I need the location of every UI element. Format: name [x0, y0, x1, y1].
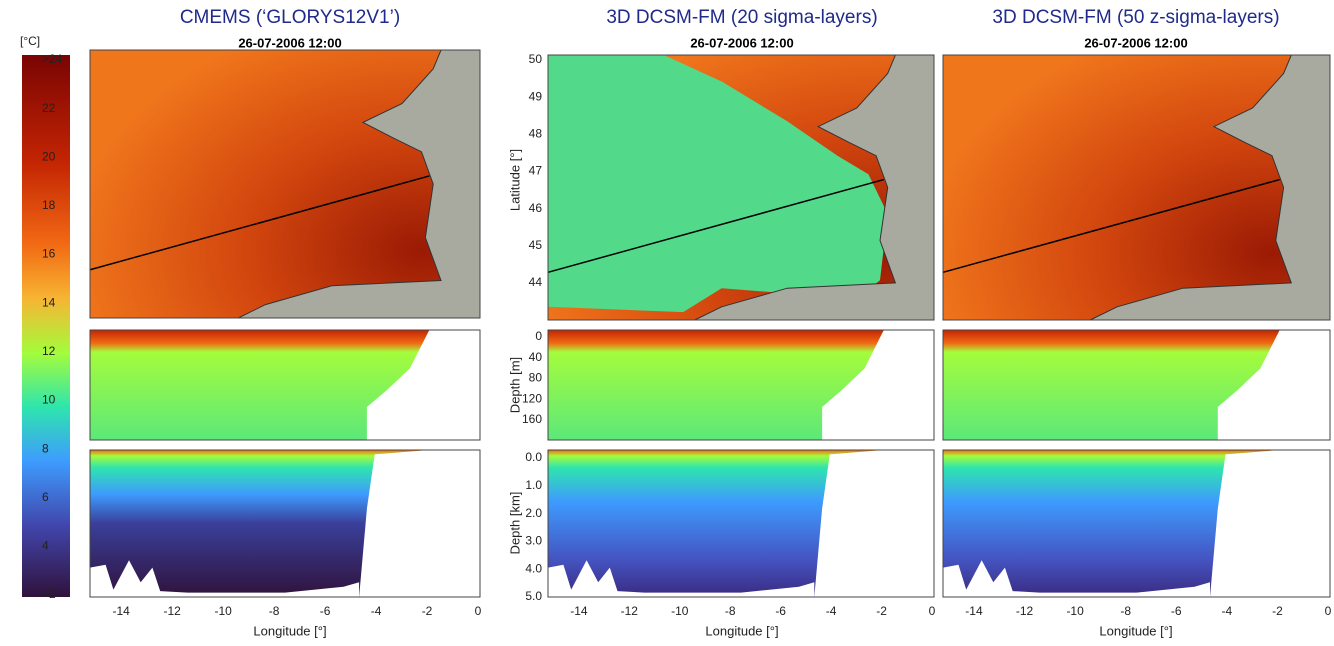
y-axis-label: Latitude [°]: [507, 149, 522, 211]
panel-timestamp: 26-07-2006 12:00: [1084, 35, 1187, 50]
x-tick-label: -10: [1066, 604, 1084, 618]
section-upper-blank: [822, 330, 934, 440]
panel-frame: [89, 329, 481, 441]
transect: [942, 178, 1280, 274]
y-tick-label: 0: [535, 329, 542, 343]
y-tick-label: 44: [529, 275, 543, 289]
seabed: [548, 560, 815, 597]
panel-title: 3D DCSM-FM (20 sigma-layers): [606, 7, 877, 28]
y-tick-label: 3.0: [525, 534, 542, 548]
y-tick-label: 48: [529, 127, 543, 141]
colorbar-tick-label: >24: [42, 52, 63, 66]
section-lower-blank: [814, 450, 934, 597]
section-lower-blank: [359, 450, 480, 597]
x-axis-label: Longitude [°]: [705, 623, 778, 638]
x-tick-label: -10: [671, 604, 689, 618]
colorbar: [22, 55, 70, 597]
x-tick-label: -8: [269, 604, 280, 618]
colorbar-tick-label: <2: [42, 587, 56, 601]
seabed: [90, 560, 360, 597]
y-tick-label: 4.0: [525, 561, 542, 575]
colorbar-tick-label: 8: [42, 441, 49, 455]
y-tick-label: 45: [529, 238, 543, 252]
section-lower-blank: [1210, 450, 1330, 597]
x-tick-label: -12: [163, 604, 181, 618]
x-tick-label: -6: [320, 604, 331, 618]
x-axis-label: Longitude [°]: [253, 623, 326, 638]
panel-title: CMEMS (‘GLORYS12V1’): [180, 7, 400, 28]
x-tick-label: 0: [929, 604, 936, 618]
y-tick-label: 1.0: [525, 478, 542, 492]
colorbar-tick-label: 6: [42, 490, 49, 504]
y-tick-label: 47: [529, 164, 543, 178]
section-upper-blank: [1217, 330, 1330, 440]
colorbar-unit: [°C]: [20, 34, 40, 48]
x-tick-label: -10: [214, 604, 232, 618]
colorbar-tick-label: 14: [42, 295, 56, 309]
x-tick-label: -12: [1016, 604, 1034, 618]
y-tick-label: 160: [522, 412, 542, 426]
x-axis-label: Longitude [°]: [1099, 623, 1172, 638]
x-tick-label: -2: [876, 604, 887, 618]
panel-frame: [942, 329, 1331, 441]
panel-timestamp: 26-07-2006 12:00: [238, 35, 341, 50]
land: [1089, 54, 1331, 321]
x-tick-label: 0: [1325, 604, 1332, 618]
colorbar-tick-label: 22: [42, 101, 56, 115]
panel-frame: [89, 449, 481, 598]
panel-title: 3D DCSM-FM (50 z-sigma-layers): [992, 7, 1279, 28]
y-tick-label: 46: [529, 201, 543, 215]
y-tick-label: 40: [529, 350, 543, 364]
y-axis-label: Depth [m]: [507, 357, 522, 413]
transect: [547, 178, 885, 274]
colorbar-tick-label: 20: [42, 149, 56, 163]
colorbar-tick-label: 16: [42, 247, 56, 261]
colorbar-tick-label: 4: [42, 539, 49, 553]
x-tick-label: -6: [775, 604, 786, 618]
x-tick-label: -8: [1120, 604, 1131, 618]
panel-frame: [942, 449, 1331, 598]
y-tick-label: 5.0: [525, 589, 542, 603]
panel-frame: [547, 449, 935, 598]
x-tick-label: -14: [965, 604, 983, 618]
colorbar-tick-label: 18: [42, 198, 56, 212]
panel-frame: [547, 329, 935, 441]
colorbar-tick-label: 12: [42, 344, 56, 358]
x-tick-label: -4: [1222, 604, 1233, 618]
transect: [89, 175, 430, 271]
x-tick-label: 0: [475, 604, 482, 618]
y-tick-label: 50: [529, 52, 543, 66]
land: [694, 54, 935, 321]
x-tick-label: -4: [371, 604, 382, 618]
x-tick-label: -14: [113, 604, 131, 618]
y-tick-label: 80: [529, 371, 543, 385]
panel-frame: [89, 49, 481, 319]
x-tick-label: -4: [826, 604, 837, 618]
x-tick-label: -2: [1272, 604, 1283, 618]
x-tick-label: -12: [621, 604, 639, 618]
panel-timestamp: 26-07-2006 12:00: [690, 35, 793, 50]
panel-frame: [942, 54, 1331, 321]
section-upper-blank: [366, 330, 480, 440]
y-tick-label: 2.0: [525, 506, 542, 520]
x-tick-label: -8: [725, 604, 736, 618]
panel-frame: [547, 54, 935, 321]
colorbar-tick-label: 10: [42, 393, 56, 407]
seabed: [943, 560, 1210, 597]
map-cold-water: [548, 55, 888, 313]
x-tick-label: -2: [422, 604, 433, 618]
y-axis-label: Depth [km]: [507, 492, 522, 555]
land: [237, 49, 481, 319]
y-tick-label: 49: [529, 89, 543, 103]
y-tick-label: 0.0: [525, 450, 542, 464]
x-tick-label: -6: [1171, 604, 1182, 618]
y-tick-label: 120: [522, 391, 542, 405]
x-tick-label: -14: [570, 604, 588, 618]
